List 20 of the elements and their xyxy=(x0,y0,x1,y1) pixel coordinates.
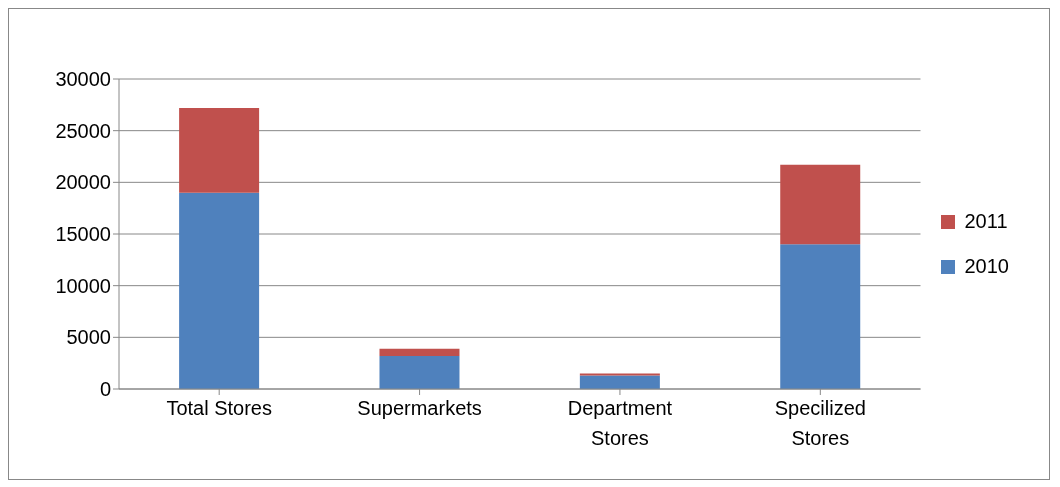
bar xyxy=(579,373,660,376)
x-tick-label: Department Stores xyxy=(567,397,673,449)
y-tick-label: 15000 xyxy=(55,223,111,246)
x-tick-label: Specilized Stores xyxy=(774,397,866,449)
bar xyxy=(379,348,460,356)
y-tick-label: 0 xyxy=(99,378,111,401)
x-tick-label: Supermarkets xyxy=(357,397,482,419)
y-tick-label: 5000 xyxy=(66,326,111,349)
y-tick-label: 10000 xyxy=(55,274,111,297)
bar xyxy=(780,164,861,245)
bar xyxy=(179,192,260,389)
bar xyxy=(179,107,260,193)
bar xyxy=(780,244,861,389)
y-tick-label: 20000 xyxy=(55,171,111,194)
y-tick-label: 30000 xyxy=(55,68,111,91)
x-tick-label: Total Stores xyxy=(166,397,272,419)
y-tick-label: 25000 xyxy=(55,119,111,142)
legend-label: 2011 xyxy=(964,210,1008,233)
bar xyxy=(379,355,460,389)
legend-label: 2010 xyxy=(964,255,1009,278)
